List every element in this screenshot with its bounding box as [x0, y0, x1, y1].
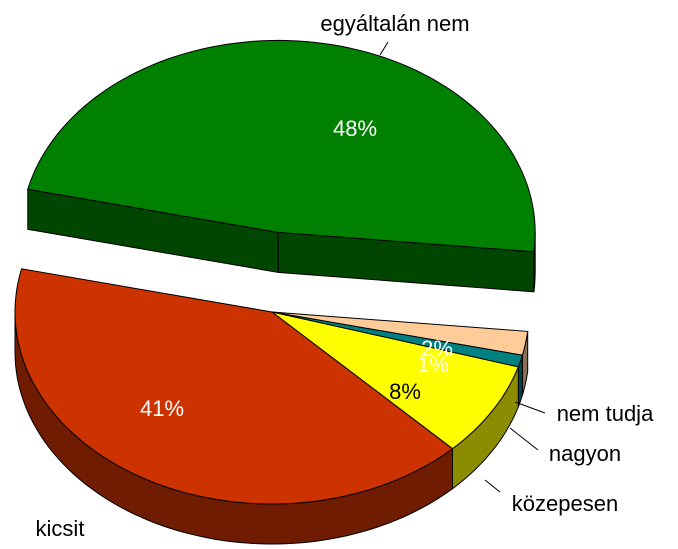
value-label: 1%: [417, 352, 449, 377]
slice: [14, 268, 454, 505]
leader-line: [484, 479, 501, 493]
slice: [27, 39, 536, 253]
value-label: 48%: [333, 116, 377, 141]
category-label: kicsit: [36, 516, 85, 541]
slice: [271, 311, 519, 450]
category-label: nagyon: [549, 441, 621, 466]
leader-line: [514, 401, 546, 414]
leader-line: [509, 427, 539, 451]
value-label: 41%: [140, 396, 184, 421]
leader-line: [379, 41, 389, 56]
value-label: 2%: [421, 336, 453, 361]
category-label: egyáltalán nem: [320, 11, 469, 36]
value-label: 8%: [389, 379, 421, 404]
category-label: nem tudja: [557, 401, 654, 426]
category-label: közepesen: [512, 491, 618, 516]
